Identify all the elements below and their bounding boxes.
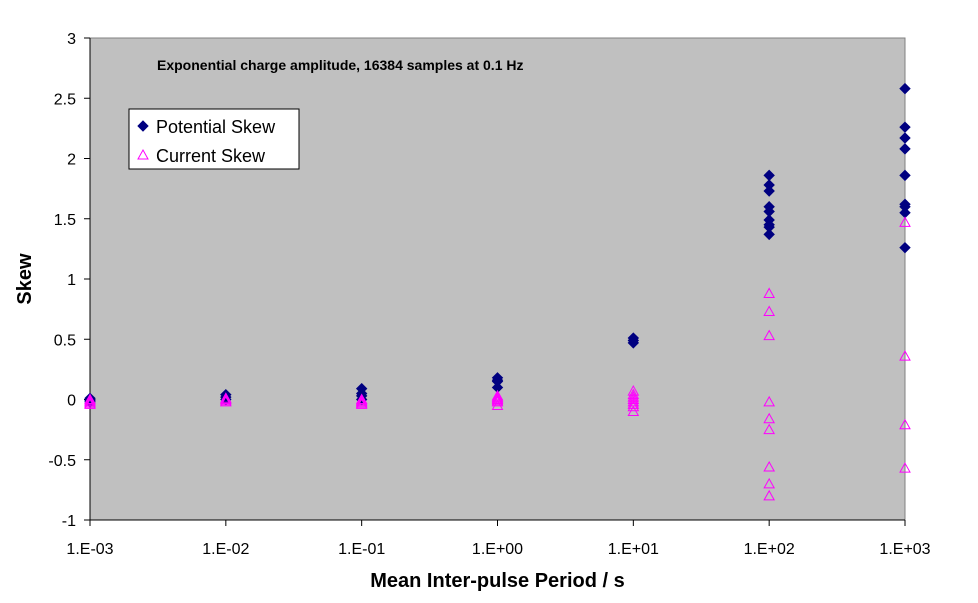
y-axis-title: Skew: [14, 253, 36, 305]
current-skew-point: [763, 423, 776, 435]
current-skew-point: [355, 393, 368, 404]
current-skew-point: [763, 329, 776, 341]
x-tick-label: 1.E+03: [879, 541, 930, 558]
current-skew-point: [627, 393, 640, 404]
y-tick-label: -1: [62, 513, 76, 530]
y-tick-label: 1: [67, 272, 76, 289]
current-skew-point: [491, 392, 504, 403]
current-skew-point: [491, 393, 504, 404]
current-skew-point: [899, 418, 911, 430]
current-skew-point: [355, 398, 368, 409]
current-skew-point: [491, 395, 504, 407]
y-tick-label: -0.5: [48, 453, 76, 470]
current-skew-point: [899, 216, 911, 227]
y-tick-label: 0.5: [54, 332, 76, 349]
current-skew-point: [491, 399, 504, 411]
current-skew-point: [84, 397, 96, 408]
y-tick-label: 2.5: [54, 91, 76, 108]
current-skew-point: [355, 394, 368, 406]
diamond-icon: [137, 120, 149, 132]
current-skew-point: [84, 398, 96, 409]
legend: Potential Skew Current Skew: [128, 108, 300, 170]
x-axis-title: Mean Inter-pulse Period / s: [370, 570, 625, 592]
current-skew-point: [219, 394, 232, 406]
legend-label-current-skew: Current Skew: [156, 146, 266, 166]
legend-label-potential-skew: Potential Skew: [156, 117, 276, 137]
current-skew-point: [627, 400, 640, 412]
current-skew-point: [763, 489, 776, 501]
triangle-icon: [137, 148, 149, 160]
potential-skew-point: [899, 143, 911, 155]
current-skew-point: [627, 405, 640, 417]
potential-skew-point: [763, 185, 775, 197]
potential-skew-point: [899, 121, 911, 133]
legend-marker-potential-skew: [137, 120, 149, 132]
legend-box: [128, 108, 300, 170]
x-tick-label: 1.E-01: [338, 541, 385, 558]
current-skew-point: [899, 350, 911, 361]
current-skew-point: [84, 393, 96, 404]
x-tick-label: 1.E-02: [202, 541, 249, 558]
x-tick-label: 1.E+00: [472, 541, 523, 558]
current-skew-point: [763, 395, 776, 407]
legend-marker-current-skew: [137, 148, 149, 160]
potential-skew-point: [899, 132, 911, 144]
current-skew-point: [627, 398, 640, 409]
potential-skew-point: [899, 241, 911, 254]
current-skew-point: [899, 462, 911, 473]
x-tick-label: 1.E+02: [744, 541, 795, 558]
current-skew-point: [219, 392, 232, 403]
x-tick-label: 1.E+01: [608, 541, 659, 558]
y-tick-label: 3: [67, 31, 76, 48]
chart-title: Exponential charge amplitude, 16384 samp…: [157, 57, 523, 73]
data-markers: [84, 82, 911, 501]
current-skew-point: [84, 395, 96, 407]
current-skew-point: [219, 395, 232, 407]
y-tick-label: 2: [67, 152, 76, 169]
current-skew-point: [355, 397, 368, 408]
potential-skew-point: [763, 228, 775, 241]
current-skew-point: [763, 287, 776, 298]
y-tick-label: 0: [67, 393, 76, 410]
current-skew-point: [763, 305, 776, 317]
potential-skew-point: [627, 337, 640, 349]
current-skew-point: [355, 395, 368, 407]
x-axis: 1.E-03 1.E-02 1.E-01 1.E+00 1.E+01 1.E+02 1.E+…: [66, 519, 931, 558]
y-axis: -1 -0.5 0 0.5 1 1.5 2 2.5 3: [48, 31, 91, 530]
current-skew-point: [763, 412, 776, 424]
current-skew-point: [763, 460, 776, 472]
potential-skew-point: [899, 82, 911, 95]
potential-skew-point: [899, 169, 911, 182]
x-tick-label: 1.E-03: [66, 541, 113, 558]
current-skew-point: [84, 394, 96, 406]
current-skew-point: [491, 394, 504, 406]
current-skew-point: [763, 477, 776, 489]
y-tick-label: 1.5: [54, 212, 76, 229]
current-skew-point: [219, 393, 232, 404]
